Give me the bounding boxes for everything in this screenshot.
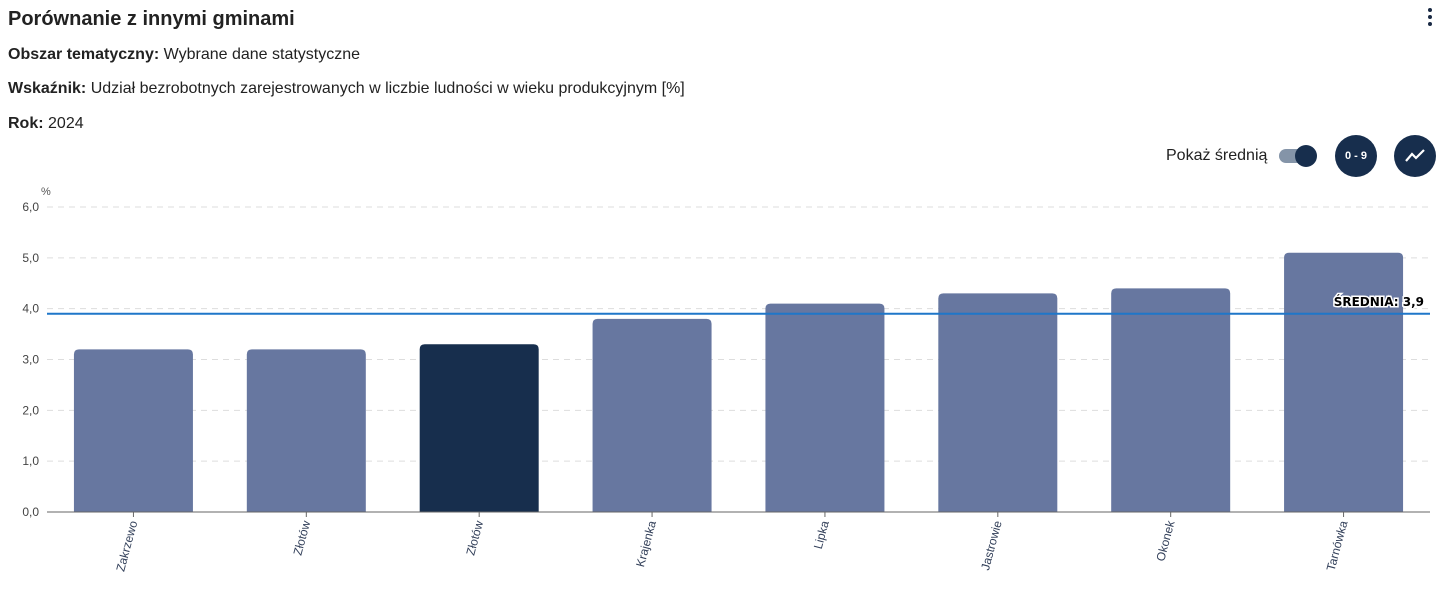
range-button[interactable]: 0 - 9 — [1335, 135, 1377, 177]
page-title: Porównanie z innymi gminami — [8, 8, 295, 30]
bar — [938, 293, 1058, 512]
area-row: Obszar tematyczny: Wybrane dane statysty… — [8, 46, 360, 64]
y-tick-label: 6,0 — [22, 200, 39, 214]
x-tick-label: Tarnówka — [1324, 519, 1351, 573]
y-tick-label: 3,0 — [22, 353, 39, 367]
year-value: 2024 — [48, 115, 84, 132]
year-label: Rok: — [8, 115, 44, 132]
chart-type-button[interactable] — [1394, 135, 1436, 177]
area-value: Wybrane dane statystyczne — [163, 46, 361, 63]
y-tick-label: 5,0 — [22, 251, 39, 265]
x-tick-label: Lipka — [811, 519, 832, 551]
x-tick-label: Krajenka — [633, 519, 659, 569]
bar — [592, 318, 712, 512]
bar — [1111, 288, 1231, 512]
average-label: ŚREDNIA: 3,9 — [1334, 294, 1424, 309]
indicator-label: Wskaźnik: — [8, 80, 87, 97]
indicator-value: Udział bezrobotnych zarejestrowanych w l… — [90, 80, 685, 97]
bar — [246, 349, 366, 512]
bar — [1284, 252, 1404, 512]
y-tick-label: 1,0 — [22, 454, 39, 468]
y-tick-label: 2,0 — [22, 403, 39, 417]
y-axis-label: % — [41, 186, 51, 198]
bar — [419, 344, 539, 512]
x-tick-label: Złotów — [463, 519, 486, 557]
y-tick-label: 0,0 — [22, 505, 39, 519]
bar — [73, 349, 193, 512]
year-row: Rok: 2024 — [8, 115, 84, 133]
trend-line-icon — [1405, 149, 1425, 162]
bar — [765, 303, 885, 512]
show-average-control: Pokaż średnią — [1166, 145, 1318, 167]
x-tick-label: Złotów — [291, 519, 314, 557]
x-tick-label: Okonek — [1153, 518, 1177, 563]
show-average-toggle[interactable] — [1279, 145, 1318, 167]
y-tick-label: 4,0 — [22, 302, 39, 316]
indicator-row: Wskaźnik: Udział bezrobotnych zarejestro… — [8, 80, 685, 98]
area-label: Obszar tematyczny: — [8, 46, 160, 63]
x-tick-label: Zakrzewo — [113, 519, 140, 573]
more-menu-icon[interactable] — [1428, 8, 1434, 29]
x-tick-label: Jastrowie — [978, 519, 1005, 572]
show-average-label: Pokaż średnią — [1166, 147, 1268, 164]
